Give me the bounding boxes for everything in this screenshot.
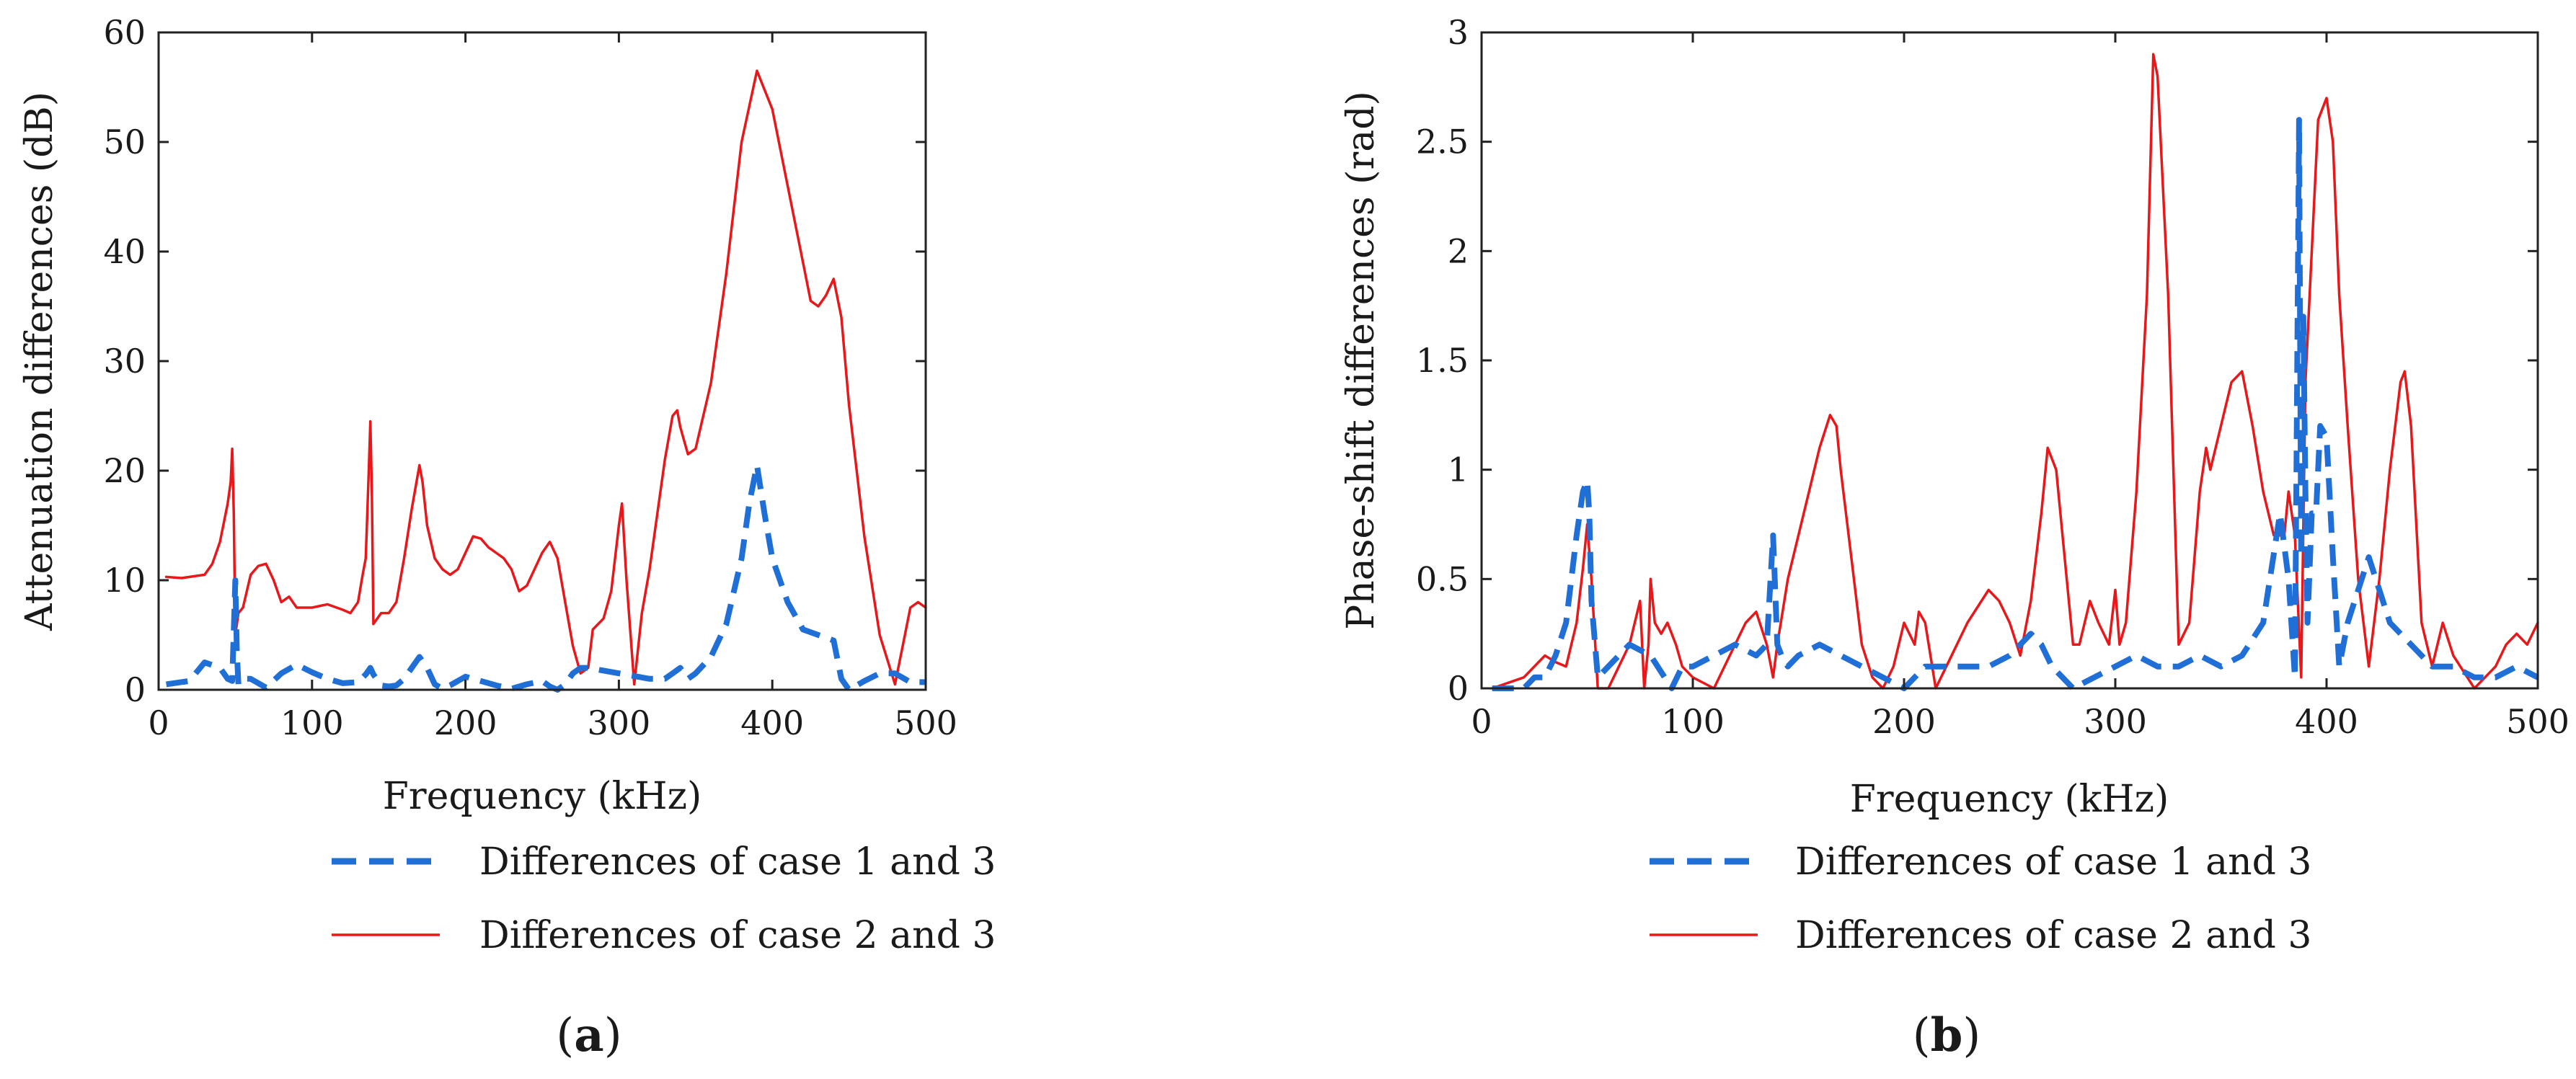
panel-a-ytick-label: 50 (103, 123, 146, 161)
panel-a-ylabel: Attenuation differences (dB) (18, 92, 61, 631)
panel-b-legend-label-1: Differences of case 1 and 3 (1795, 840, 2311, 884)
panel-b-series-1-line (1492, 117, 2539, 691)
panel-a-ytick-label: 40 (103, 232, 146, 271)
panel-b-ytick-label: 1.5 (1416, 341, 1469, 380)
panel-a-legend-label-2: Differences of case 2 and 3 (479, 914, 996, 957)
panel-b-ylabel: Phase-shift differences (rad) (1340, 91, 1383, 630)
panel-b-series-layer (1490, 53, 2539, 691)
panel-a-xtick-label: 500 (894, 703, 957, 742)
panel-a-ytick-label: 20 (103, 451, 146, 490)
panel-b-ytick-label: 2.5 (1416, 123, 1469, 161)
panel-a-caption: (a) (556, 1008, 621, 1062)
panel-a-caption-letter: a (574, 1008, 603, 1062)
panel-b-ytick-label: 3 (1448, 13, 1469, 52)
panel-a-ytick-label: 60 (103, 13, 146, 52)
panel-a-series-2-line (164, 69, 927, 686)
panel-b-xtick-label: 300 (2084, 702, 2147, 741)
panel-a-xtick-label: 0 (148, 703, 169, 742)
panel-b-xtick-label: 500 (2506, 702, 2570, 741)
panel-b-caption: (b) (1913, 1008, 1981, 1062)
panel-a-plot-frame (157, 31, 927, 691)
panel-a-xlabel: Frequency (kHz) (383, 775, 702, 818)
panel-b-caption-letter: b (1931, 1008, 1963, 1062)
panel-a-ytick-label: 10 (103, 561, 146, 600)
panel-a-ytick-label: 30 (103, 342, 146, 381)
panel-b-xtick-label: 200 (1872, 702, 1936, 741)
panel-b-xtick-label: 400 (2295, 702, 2358, 741)
panel-a-series-layer (164, 69, 927, 693)
panel-a-ytick-label: 0 (125, 670, 146, 709)
panel-b-phase-shift-chart: 0 100 200 300 400 500 0 0.5 1 1.5 2 2.5 3 Phase-shif… (1340, 13, 2570, 1062)
panel-a-series-1-line (166, 462, 926, 693)
panel-b-ytick-label: 0.5 (1416, 559, 1469, 598)
panel-a-xtick-label: 400 (740, 703, 804, 742)
panel-b-xtick-label: 100 (1661, 702, 1725, 741)
panel-b-ytick-label: 2 (1448, 231, 1469, 270)
panel-b-ticks: 0 100 200 300 400 500 0 0.5 1 1.5 2 2.5 3 (1416, 13, 2570, 741)
panel-a-legend-label-1: Differences of case 1 and 3 (479, 840, 996, 884)
panel-a-xtick-label: 300 (587, 703, 650, 742)
panel-a-legend: Differences of case 1 and 3 Differences … (332, 840, 996, 957)
panel-a-ticks: 0 100 200 300 400 500 0 10 20 30 40 50 60 (103, 13, 957, 742)
panel-a-xtick-label: 100 (280, 703, 344, 742)
panel-a-xtick-label: 200 (434, 703, 497, 742)
panel-b-ytick-label: 1 (1448, 450, 1469, 489)
panel-b-legend: Differences of case 1 and 3 Differences … (1650, 840, 2311, 957)
panel-b-ytick-label: 0 (1448, 669, 1469, 708)
panel-b-legend-label-2: Differences of case 2 and 3 (1795, 914, 2311, 957)
panel-b-series-2-line (1490, 53, 2539, 690)
panel-b-xtick-label: 0 (1471, 702, 1492, 741)
panel-b-xlabel: Frequency (kHz) (1850, 778, 2169, 821)
panel-a-attenuation-chart: 0 100 200 300 400 500 0 10 20 30 40 50 60 Attenuatio… (18, 13, 996, 1062)
